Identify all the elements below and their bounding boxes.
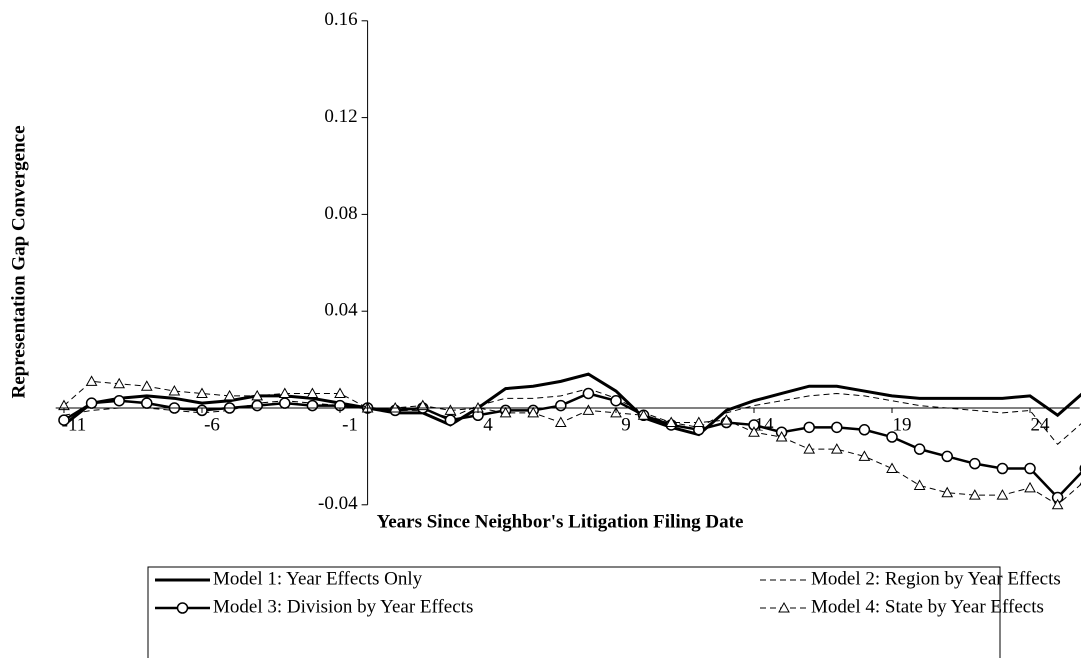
point <box>941 450 953 463</box>
point <box>968 489 981 500</box>
x-tick-label: -11 <box>62 414 87 435</box>
point <box>665 416 678 428</box>
point <box>996 489 1009 500</box>
point <box>444 404 457 415</box>
y-tick-label: 0.08 <box>324 203 357 224</box>
point <box>555 399 567 412</box>
point <box>913 479 926 490</box>
point <box>444 414 457 426</box>
point <box>278 387 291 398</box>
legend-label: Model 2: Region by Year Effects <box>811 568 1061 589</box>
point <box>196 387 208 398</box>
point <box>334 387 346 398</box>
x-tick-label: -6 <box>204 414 220 435</box>
point <box>803 421 815 434</box>
point <box>279 397 291 409</box>
point <box>831 421 843 434</box>
point <box>969 457 981 470</box>
series-line <box>63 392 1081 500</box>
legend-box <box>147 566 1001 658</box>
point <box>168 385 181 396</box>
point <box>251 399 263 412</box>
point <box>830 443 843 454</box>
point <box>941 486 954 498</box>
point <box>113 377 126 389</box>
x-axis-title: Years Since Neighbor's Litigation Filing… <box>377 511 744 532</box>
point <box>720 414 733 425</box>
y-axis-title: Representation Gap Convergence <box>8 125 29 398</box>
point <box>1024 481 1036 493</box>
x-tick-label: 14 <box>755 414 775 435</box>
point <box>554 416 567 428</box>
legend-label: Model 1: Year Effects Only <box>213 568 423 589</box>
point <box>582 387 595 400</box>
legend-label: Model 3: Division by Year Effects <box>213 596 473 617</box>
point <box>748 426 760 437</box>
x-tick-label: 9 <box>621 414 631 435</box>
point <box>886 462 898 473</box>
x-tick-label: -1 <box>342 414 358 435</box>
point <box>306 387 319 398</box>
point <box>113 394 125 407</box>
point <box>416 399 429 411</box>
point <box>58 414 70 426</box>
plot-area <box>58 372 1081 510</box>
y-tick-label: -0.04 <box>318 493 358 514</box>
y-tick-label: 0.04 <box>324 300 358 321</box>
point <box>1024 462 1036 475</box>
point <box>803 443 816 454</box>
point <box>582 404 595 415</box>
point <box>858 450 871 461</box>
legend-label: Model 4: State by Year Effects <box>811 596 1044 617</box>
point <box>85 375 98 386</box>
point <box>85 397 98 409</box>
point <box>499 406 512 418</box>
x-tick-label: 19 <box>893 414 912 435</box>
point <box>306 399 319 412</box>
point <box>692 416 705 428</box>
point <box>223 389 236 401</box>
x-tick-label: 4 <box>483 414 493 435</box>
point <box>858 424 871 436</box>
point <box>140 380 153 391</box>
point <box>996 462 1009 475</box>
point <box>775 431 788 442</box>
legend-marker <box>778 601 790 613</box>
y-tick-label: 0.16 <box>324 9 357 30</box>
point <box>886 431 898 443</box>
point <box>637 409 650 420</box>
x-tick-label: 24 <box>1031 414 1051 435</box>
point <box>527 406 540 418</box>
legend-marker <box>176 602 189 614</box>
point <box>1051 498 1064 510</box>
series-line <box>63 380 1081 506</box>
point <box>610 394 622 407</box>
point <box>251 389 264 401</box>
point <box>141 397 153 409</box>
y-tick-label: 0.12 <box>324 106 357 127</box>
point <box>913 443 926 455</box>
